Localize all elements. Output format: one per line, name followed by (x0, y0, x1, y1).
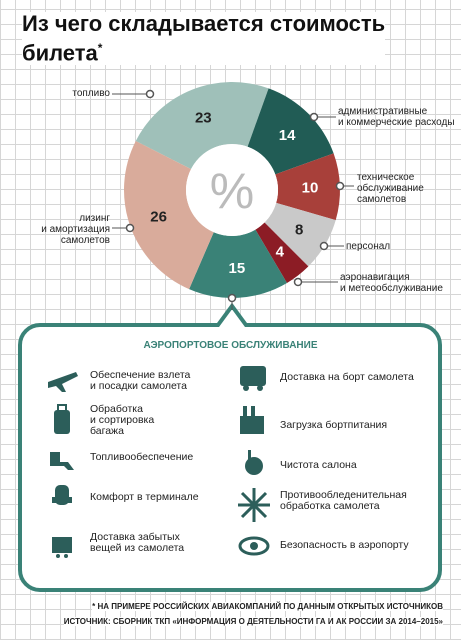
icons (48, 366, 270, 558)
donut-segment (247, 88, 334, 175)
service-item: Безопасность в аэропорту (280, 539, 409, 551)
donut-segment (275, 153, 340, 221)
title-text: Из чего складывается стоимость билета (22, 11, 386, 66)
category-label: техническое обслуживание самолетов (357, 172, 424, 205)
leader-dot (293, 277, 303, 287)
service-item: Загрузка бортпитания (280, 419, 388, 431)
source: ИСТОЧНИК: СБОРНИК ТКП «ИНФОРМАЦИЯ О ДЕЯТ… (63, 617, 443, 626)
value-label: 8 (295, 222, 303, 239)
value-label: 15 (229, 260, 246, 277)
category-label: административные и коммерческие расходы (338, 106, 455, 128)
service-item: Комфорт в терминале (90, 491, 199, 503)
value-label: 26 (150, 208, 167, 225)
donut-segment (264, 202, 336, 267)
donut-segment (255, 222, 309, 283)
donut-segment (124, 140, 214, 290)
category-label: аэронавигация и метеообслуживание (340, 272, 443, 294)
service-item: Обеспечение взлета и посадки самолета (90, 369, 191, 392)
value-label: 10 (302, 180, 319, 197)
service-item: Противообледенительная обработка самолет… (280, 489, 407, 512)
leader-dot (227, 293, 237, 303)
category-label: топливо (72, 88, 110, 99)
leader-dot (145, 89, 155, 99)
leader-dot (335, 181, 345, 191)
value-label: 23 (195, 109, 212, 126)
service-item: Чистота салона (280, 459, 357, 471)
donut-segment (135, 81, 269, 170)
leader-dot (319, 241, 329, 251)
category-label: персонал (346, 241, 391, 252)
category-label: лизинг и амортизация самолетов (41, 213, 110, 246)
value-label: 4 (276, 244, 285, 261)
leader-dot (309, 112, 319, 122)
service-item: Топливообеспечение (90, 451, 194, 463)
service-item: Доставка на борт самолета (280, 371, 414, 383)
value-label: 14 (279, 127, 296, 144)
title-mark: * (97, 41, 103, 55)
leader-dot (125, 223, 135, 233)
box-title: АЭРОПОРТОВОЕ ОБСЛУЖИВАНИЕ (143, 340, 318, 351)
donut-segment (189, 229, 287, 298)
service-item: Обработка и сортировка багажа (90, 403, 155, 437)
services-box (18, 302, 442, 592)
service-item: Доставка забытых вещей из самолета (90, 531, 185, 554)
donut-hole (186, 144, 278, 236)
footnote: * НА ПРИМЕРЕ РОССИЙСКИХ АВИАКОМПАНИЙ ПО … (92, 602, 443, 611)
title: Из чего складывается стоимость билета* (22, 11, 386, 66)
center-label: % (210, 163, 254, 219)
